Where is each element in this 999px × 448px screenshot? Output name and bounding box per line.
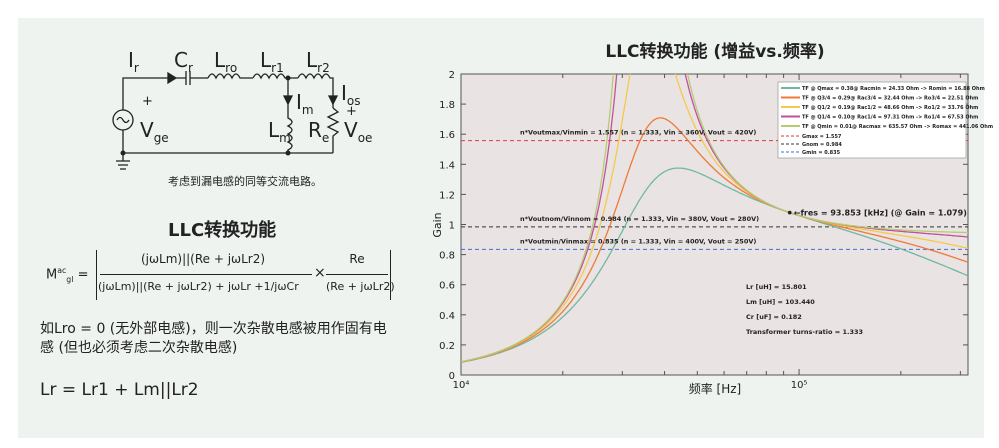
chart-title: LLC转换功能 (增益vs.频率) xyxy=(605,41,824,62)
y-tick-label: 0.8 xyxy=(439,251,455,262)
gain-curve xyxy=(461,74,968,363)
slide: Ir Cr Lro Lr1 Lr2 Ios Im Lm Re Vge Voe +… xyxy=(18,18,993,438)
y-tick-label: 1.2 xyxy=(439,190,455,201)
section-title: LLC转换功能 xyxy=(168,220,277,241)
note-text: 如Lro = 0 (无外部电感)，则一次杂散电感被用作固有电感 (但也必须考虑二… xyxy=(40,321,387,356)
y-tick-label: 1.4 xyxy=(439,160,455,171)
label-lr2: Lr2 xyxy=(306,48,330,75)
y-tick-label: 0.4 xyxy=(439,311,455,322)
label-lro: Lro xyxy=(214,48,238,75)
y-tick-label: 0 xyxy=(449,371,455,382)
legend-label: TF @ Qmax = 0.38@ Racmin = 24.33 Ohm -> … xyxy=(802,86,985,92)
parameter-text: Cr [uF] = 0.182 xyxy=(746,313,802,321)
label-ios: Ios xyxy=(341,81,361,108)
lr-equation: Lr = Lr1 + Lm||Lr2 xyxy=(40,380,199,400)
threshold-label: n*Voutnom/Vinnom = 0.984 (n = 1.333, Vin… xyxy=(520,215,759,223)
legend-box xyxy=(777,81,967,159)
resonance-marker xyxy=(787,210,792,215)
y-tick-label: 1 xyxy=(449,221,455,232)
x-axis-label: 频率 [Hz] xyxy=(689,381,742,396)
equivalent-circuit xyxy=(112,71,340,170)
threshold-label: n*Voutmin/Vinmax = 0.835 (n = 1.333, Vin… xyxy=(520,237,756,245)
legend-label: Gnom = 0.984 xyxy=(802,142,842,148)
y-tick-label: 0.6 xyxy=(439,281,455,292)
resonance-annotation: ←fres = 93.853 [kHz] (@ Gain = 1.079) xyxy=(794,209,967,218)
plus-sign: + xyxy=(346,104,357,119)
legend-label: Gmin = 0.835 xyxy=(802,150,841,156)
gain-curve xyxy=(461,117,968,363)
label-ir: Ir xyxy=(128,48,139,75)
parameter-text: Lm [uH] = 103.440 xyxy=(746,298,815,306)
label-cr: Cr xyxy=(174,48,193,75)
gain-curve xyxy=(461,74,968,363)
y-axis-label: Gain xyxy=(431,212,444,237)
label-voe: Voe xyxy=(344,118,373,145)
circuit-caption: 考虑到漏电感的同等交流电路。 xyxy=(168,175,322,188)
transfer-formula: Macgl = (jωLm)||(Re + jωLr2) (jωLm)||(Re… xyxy=(46,250,395,306)
parameter-text: Transformer turns-ratio = 1.333 xyxy=(746,328,863,336)
legend-label: TF @ Q1/4 = 0.10@ Rac1/4 = 97.31 Ohm -> … xyxy=(802,115,978,121)
label-lr1: Lr1 xyxy=(260,48,284,75)
label-vge: Vge xyxy=(140,118,169,145)
gain-curve xyxy=(461,167,968,363)
y-tick-label: 1.8 xyxy=(439,100,455,111)
y-tick-label: 0.2 xyxy=(439,341,455,352)
legend-label: Gmax = 1.557 xyxy=(802,134,842,140)
threshold-label: n*Voutmax/Vinmin = 1.557 (n = 1.333, Vin… xyxy=(520,129,756,137)
label-re: Re xyxy=(308,118,330,145)
legend-label: TF @ Q1/2 = 0.19@ Rac1/2 = 48.66 Ohm -> … xyxy=(802,105,978,111)
y-tick-label: 2 xyxy=(449,70,455,81)
legend-label: TF @ Qmin = 0.01@ Racmax = 635.57 Ohm ->… xyxy=(802,124,993,130)
legend-label: TF @ Q3/4 = 0.29@ Rac3/4 = 32.44 Ohm -> … xyxy=(802,96,978,102)
label-lm: Lm xyxy=(268,118,291,145)
y-tick-label: 1.6 xyxy=(439,130,455,141)
x-tick-label: 10⁴ xyxy=(453,380,470,391)
label-im: Im xyxy=(296,90,314,117)
x-tick-label: 10⁵ xyxy=(791,380,808,391)
plus-sign: + xyxy=(142,94,153,109)
parameter-text: Lr [uH] = 15.801 xyxy=(746,283,807,291)
